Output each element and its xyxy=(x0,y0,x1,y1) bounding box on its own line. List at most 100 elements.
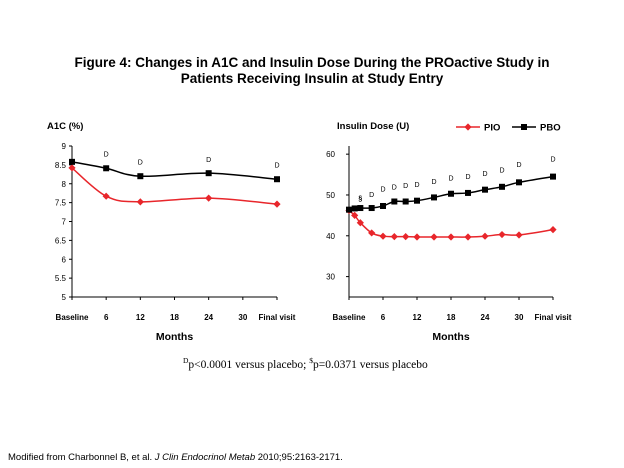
chart2-series-pio-point xyxy=(368,229,376,237)
chart2-legend-pio-marker xyxy=(464,123,472,131)
chart2-y-tick-label: 30 xyxy=(326,273,335,282)
chart1-y-tick-label: 5.5 xyxy=(55,274,67,283)
chart2-series-pbo-point xyxy=(431,194,437,201)
footnote-sup-a: D xyxy=(183,356,189,365)
chart2-y-axis-label: Insulin Dose (U) xyxy=(337,121,409,132)
chart1-y-axis-label: A1C (%) xyxy=(47,121,83,132)
chart1-y-tick-label: 9 xyxy=(62,142,67,151)
chart1-x-tick-label: Baseline xyxy=(56,313,89,322)
chart1-series-pbo-point xyxy=(103,165,110,172)
chart2-significance-marker: § xyxy=(358,195,362,202)
chart2-series-pbo-point xyxy=(351,205,358,212)
chart2-x-tick-label: 30 xyxy=(515,313,524,322)
chart2-series-pbo-point xyxy=(465,189,471,196)
chart1-y-tick-label: 5 xyxy=(62,293,67,302)
chart1-significance-marker: D xyxy=(138,159,143,166)
chart2-significance-marker: D xyxy=(465,174,470,181)
chart2-x-tick-label: Final visit xyxy=(535,313,572,322)
figure-title-line-1: Figure 4: Changes in A1C and Insulin Dos… xyxy=(74,55,550,70)
chart2-series-pio-point xyxy=(549,226,557,234)
chart1-x-tick-label: 18 xyxy=(170,313,179,322)
chart1-y-tick-label: 7 xyxy=(62,218,67,227)
chart1-series-pbo-point xyxy=(205,170,212,177)
chart2-x-tick-label: 18 xyxy=(447,313,456,322)
chart2-y-tick-label: 60 xyxy=(326,150,335,159)
chart2-series-pbo-point xyxy=(391,198,398,205)
chart2-series-pbo-point xyxy=(380,202,386,209)
chart1-series-pbo-point xyxy=(274,176,280,183)
chart2-series-pbo-point xyxy=(482,186,488,193)
chart2-x-tick-label: 12 xyxy=(413,313,422,322)
chart2-series-pio-point xyxy=(515,231,523,239)
chart2-series-pio-point xyxy=(351,211,359,219)
chart2-significance-marker: D xyxy=(516,162,521,169)
chart1-x-axis-label: Months xyxy=(156,331,193,343)
chart2-significance-marker: D xyxy=(431,179,436,186)
chart1-x-tick-label: 6 xyxy=(104,313,109,322)
footnote-text-b: p=0.0371 versus placebo xyxy=(313,358,428,371)
chart2-series-pbo-point xyxy=(448,190,454,197)
source-prefix: Modified from Charbonnel B, et al. xyxy=(8,452,155,463)
chart1-series-pio-point xyxy=(273,200,281,208)
chart2-x-axis-label: Months xyxy=(432,331,469,343)
chart1-series-pbo-line xyxy=(71,161,278,180)
chart2-series-pio-point xyxy=(379,232,387,240)
chart2-significance-marker: D xyxy=(380,187,385,194)
chart2-series-pbo-point xyxy=(550,173,556,180)
chart1-series-pbo-point xyxy=(69,158,75,165)
chart2-series-pio-point xyxy=(481,232,489,240)
chart2-series-pio-point xyxy=(390,233,398,241)
chart2-significance-marker: D xyxy=(448,176,453,183)
chart2-significance-marker: D xyxy=(482,171,487,178)
chart2-series-pbo-point xyxy=(357,205,364,212)
chart1-x-tick-label: 30 xyxy=(238,313,247,322)
source-citation: Modified from Charbonnel B, et al. J Cli… xyxy=(8,452,343,463)
chart2-legend-pio-label: PIO xyxy=(484,123,500,134)
chart1-y-tick-label: 6.5 xyxy=(55,236,67,245)
chart1-y-tick-label: 8.5 xyxy=(55,161,67,170)
chart1-significance-marker: D xyxy=(206,157,211,164)
footnote-text-a: p<0.0001 versus placebo; xyxy=(188,358,310,371)
chart1-x-tick-label: 24 xyxy=(204,313,213,322)
chart2-series-pio-point xyxy=(402,233,410,241)
chart2-series-pio-point xyxy=(356,219,364,227)
chart2-series-pbo-point xyxy=(368,205,375,212)
figure-title-line-2: Patients Receiving Insulin at Study Entr… xyxy=(180,71,444,86)
source-suffix: 2010;95:2163-2171. xyxy=(255,452,343,463)
chart2-significance-marker: D xyxy=(499,168,504,175)
chart2-legend-pbo-label: PBO xyxy=(540,123,561,134)
chart1-y-tick-label: 7.5 xyxy=(55,199,67,208)
chart2-series-pio-point xyxy=(464,233,472,241)
chart2-significance-marker: D xyxy=(550,157,555,164)
chart1-significance-marker: D xyxy=(104,152,109,159)
chart2-x-tick-label: Baseline xyxy=(333,313,366,322)
chart1-series-pio-point xyxy=(102,192,110,200)
chart1-x-tick-label: Final visit xyxy=(259,313,296,322)
chart1-series-pio-line xyxy=(71,167,278,205)
chart2-series-pbo-point xyxy=(402,198,409,205)
chart2-significance-marker: D xyxy=(403,183,408,190)
chart2-series-pbo-point xyxy=(414,197,420,204)
chart1-series-pio-point xyxy=(205,194,213,202)
chart2-y-tick-label: 50 xyxy=(326,191,335,200)
chart1-series-pio-point xyxy=(136,198,144,206)
chart2-x-tick-label: 24 xyxy=(481,313,490,322)
chart2-series-pio-point xyxy=(430,233,438,241)
chart1-series-pio-point xyxy=(68,164,76,172)
footnote: Dp<0.0001 versus placebo; $p=0.0371 vers… xyxy=(183,356,428,371)
chart2-series-pio-point xyxy=(498,230,506,239)
chart2-series-pbo-point xyxy=(499,183,505,190)
chart2-series-pio-point xyxy=(447,233,455,241)
chart2-significance-marker: D xyxy=(369,192,374,199)
chart1-x-tick-label: 12 xyxy=(136,313,145,322)
chart2-significance-marker: D xyxy=(392,184,397,191)
chart1-significance-marker: D xyxy=(274,163,279,170)
chart2-x-tick-label: 6 xyxy=(381,313,386,322)
chart2-series-pbo-point xyxy=(346,206,352,213)
chart2-series-pio-point xyxy=(413,233,421,241)
chart1-y-tick-label: 8 xyxy=(62,180,67,189)
chart2-legend-pbo-marker xyxy=(521,124,527,130)
chart2-y-tick-label: 40 xyxy=(326,232,335,241)
chart2-significance-marker: D xyxy=(414,182,419,189)
